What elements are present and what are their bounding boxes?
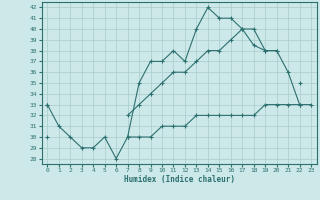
X-axis label: Humidex (Indice chaleur): Humidex (Indice chaleur)	[124, 175, 235, 184]
